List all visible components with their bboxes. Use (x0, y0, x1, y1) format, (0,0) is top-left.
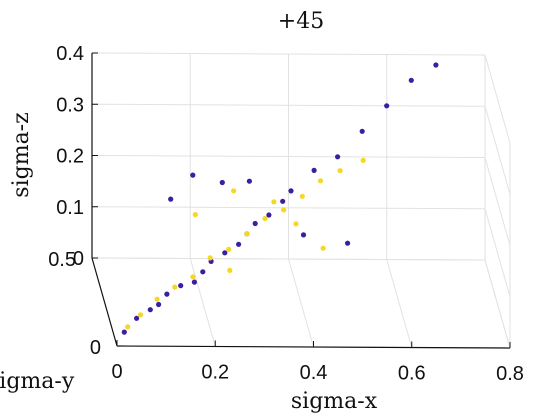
z-tick-label: 0.4 (56, 43, 84, 65)
data-point-series-2 (227, 267, 233, 273)
data-point-series-1 (164, 291, 170, 297)
data-point-series-1 (178, 283, 184, 289)
data-point-series-2 (281, 207, 287, 213)
data-point-series-2 (360, 157, 366, 163)
y-axis-label: sigma-y (0, 369, 75, 394)
grid-line (91, 206, 486, 210)
data-point-series-2 (317, 178, 324, 184)
grid-line (91, 52, 486, 56)
grid-line (91, 257, 486, 261)
x-tick-label: 0.6 (398, 363, 426, 385)
data-point-series-1 (236, 241, 242, 247)
data-point-series-1 (156, 301, 162, 308)
x-tick-label: 0.4 (300, 362, 328, 384)
data-point-series-1 (359, 128, 365, 134)
data-point-series-1 (219, 179, 225, 186)
data-point-series-1 (134, 315, 140, 321)
grid-line (288, 258, 314, 348)
data-point-series-2 (244, 231, 250, 237)
data-point-series-1 (252, 220, 258, 227)
data-point-series-1 (200, 269, 206, 275)
grid-line (484, 157, 511, 246)
grid-line (386, 259, 413, 348)
data-point-series-1 (121, 329, 127, 335)
data-point-series-2 (154, 296, 160, 302)
z-tick-label: 0.2 (56, 146, 84, 168)
data-point-series-2 (262, 215, 268, 222)
data-point-series-2 (293, 221, 299, 227)
data-point-series-1 (300, 232, 307, 238)
x-tick-label: 0.2 (201, 362, 229, 384)
data-point-series-2 (271, 199, 277, 205)
grid-lines (91, 52, 511, 349)
data-point-series-1 (345, 240, 351, 246)
data-point-series-2 (299, 193, 305, 199)
ticks-layer: 0 0.2 0.4 0.6 0.800.500.10.20.30.4 (48, 43, 524, 385)
chart-title: +45 (278, 9, 324, 34)
data-point-series-2 (231, 188, 237, 194)
grid-line (91, 103, 486, 107)
data-point-series-1 (191, 279, 197, 285)
x-tick-label: 0 (111, 361, 122, 383)
grid-line (484, 208, 511, 297)
y-tick-label: 0 (90, 337, 101, 359)
data-point-series-1 (168, 196, 174, 202)
data-point-series-1 (384, 103, 390, 109)
data-point-series-2 (172, 284, 178, 290)
data-point-series-2 (192, 212, 198, 218)
z-tick-label: 0 (73, 248, 84, 270)
data-point-series-1 (266, 212, 272, 218)
data-point-series-2 (320, 245, 326, 251)
x-axis-label: sigma-x (291, 389, 378, 414)
grid-line (484, 259, 511, 349)
x-tick-label: 0.8 (496, 363, 524, 385)
data-point-series-1 (246, 178, 252, 184)
data-point-series-2 (137, 312, 144, 318)
data-point-series-1 (311, 167, 317, 173)
y-axis-line (91, 257, 118, 347)
grid-line (189, 258, 216, 347)
grid-line (484, 54, 511, 144)
data-point-series-1 (190, 172, 196, 178)
z-axis-label: sigma-z (9, 112, 34, 197)
data-point-series-1 (222, 250, 228, 256)
data-point-series-1 (433, 62, 439, 68)
grid-line (484, 106, 511, 195)
data-point-series-1 (147, 307, 153, 313)
grid-line (91, 155, 486, 158)
z-tick-label: 0.3 (56, 94, 84, 116)
data-point-series-1 (408, 77, 414, 83)
points-layer (121, 62, 439, 335)
data-point-series-2 (226, 246, 232, 252)
data-point-series-1 (288, 188, 294, 194)
data-point-series-2 (207, 255, 213, 261)
y-tick-label: 0.5 (48, 249, 76, 271)
data-point-series-1 (280, 198, 286, 204)
z-tick-label: 0.1 (56, 197, 84, 219)
data-point-series-1 (335, 154, 341, 160)
data-point-series-2 (125, 324, 131, 330)
data-point-series-2 (337, 168, 343, 174)
data-point-series-2 (190, 274, 196, 280)
